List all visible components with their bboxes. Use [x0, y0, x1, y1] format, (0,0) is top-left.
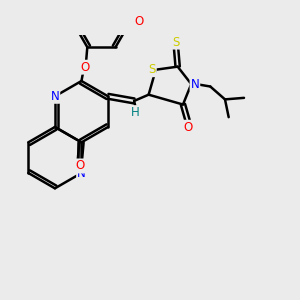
- Text: S: S: [172, 36, 180, 49]
- Text: O: O: [80, 61, 89, 74]
- Text: N: N: [190, 78, 199, 91]
- Text: S: S: [148, 63, 156, 76]
- Text: O: O: [134, 15, 143, 28]
- Text: O: O: [183, 121, 192, 134]
- Text: H: H: [131, 106, 140, 119]
- Text: O: O: [75, 159, 85, 172]
- Text: N: N: [50, 90, 59, 103]
- Text: N: N: [77, 167, 86, 179]
